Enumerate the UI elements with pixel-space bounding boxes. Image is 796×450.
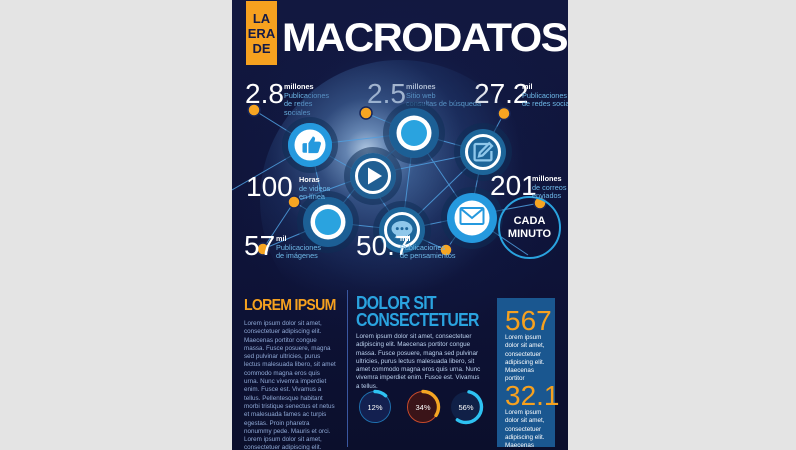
svg-text:34%: 34% [415, 403, 430, 412]
svg-text:56%: 56% [458, 403, 473, 412]
svg-text:12%: 12% [367, 403, 382, 412]
